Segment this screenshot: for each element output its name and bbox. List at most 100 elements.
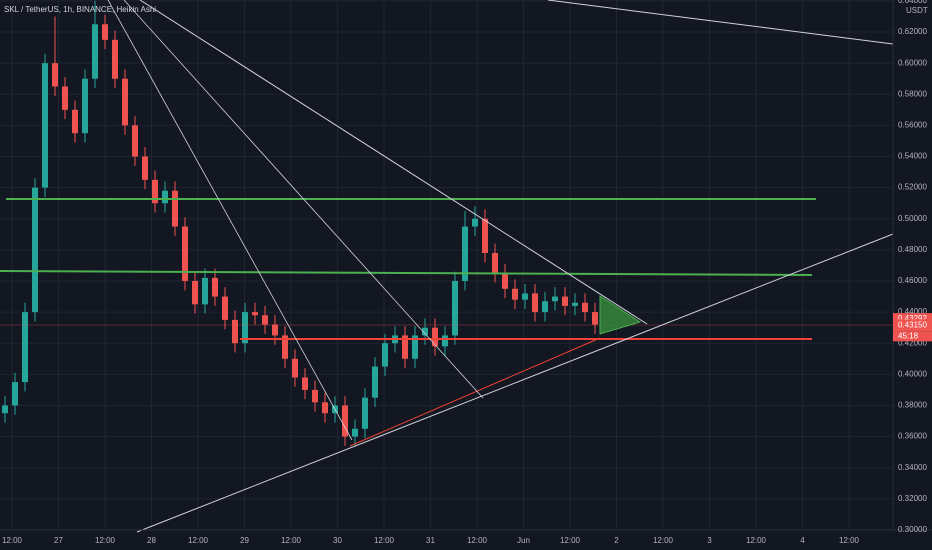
x-tick-label: 4 — [800, 536, 805, 545]
candle-body — [182, 226, 188, 281]
candle-body — [312, 389, 318, 403]
trend-line — [136, 233, 894, 533]
trend-line — [123, 0, 484, 399]
candle-body — [272, 324, 278, 336]
x-tick-label: Jun — [517, 536, 530, 545]
triangle — [599, 295, 642, 335]
candle-body — [112, 39, 118, 79]
y-tick-label: 0.50000 — [898, 214, 927, 223]
candle-body — [132, 125, 138, 157]
candle-body — [162, 190, 168, 204]
price-axis — [893, 0, 932, 550]
y-tick-label: 0.34000 — [898, 463, 927, 472]
y-tick-label: 0.36000 — [898, 432, 927, 441]
candle-body — [22, 312, 28, 383]
candle-body — [212, 277, 218, 297]
x-tick-label: 12:00 — [839, 536, 860, 545]
candle-body — [192, 280, 198, 305]
x-tick-label: 29 — [240, 536, 249, 545]
candle-body — [302, 377, 308, 390]
x-tick-label: 12:00 — [188, 536, 209, 545]
candle-body — [52, 63, 58, 87]
candle-body — [72, 109, 78, 134]
candle-body — [372, 366, 378, 398]
candle-body — [552, 296, 558, 302]
candle-body — [282, 335, 288, 359]
candle-body — [222, 296, 228, 320]
x-tick-label: 30 — [333, 536, 342, 545]
y-tick-label: 0.64000 — [898, 0, 927, 5]
candle-body — [252, 312, 258, 316]
candle-body — [42, 63, 48, 188]
candle-body — [2, 405, 8, 414]
currency: USDT — [906, 6, 928, 15]
trend-line — [139, 0, 648, 325]
x-tick-label: 27 — [54, 536, 63, 545]
y-tick-label: 0.32000 — [898, 494, 927, 503]
x-tick-label: 2 — [614, 536, 619, 545]
x-tick-label: 12:00 — [653, 536, 674, 545]
candle-body — [32, 187, 38, 313]
candle-body — [292, 358, 298, 378]
price-label-box — [893, 319, 932, 332]
x-tick-label: 12:00 — [467, 536, 488, 545]
candle-body — [522, 293, 528, 300]
y-tick-label: 0.40000 — [898, 369, 927, 378]
candle-body — [462, 226, 468, 281]
y-tick-label: 0.60000 — [898, 58, 927, 67]
candle-body — [562, 296, 568, 306]
x-tick-label: 12:00 — [2, 536, 23, 545]
y-tick-label: 0.42000 — [898, 338, 927, 347]
candle-body — [142, 156, 148, 180]
y-tick-label: 0.44000 — [898, 307, 927, 316]
y-tick-label: 0.38000 — [898, 401, 927, 410]
y-tick-label: 0.54000 — [898, 152, 927, 161]
candle-body — [12, 382, 18, 406]
candle-body — [512, 288, 518, 300]
candle-body — [262, 315, 268, 325]
candle-body — [242, 312, 248, 344]
candle-body — [452, 280, 458, 336]
y-tick-label: 0.30000 — [898, 525, 927, 534]
price-label: 0.43150 — [898, 320, 927, 329]
x-tick-label: 12:00 — [560, 536, 581, 545]
y-tick-label: 0.62000 — [898, 27, 927, 36]
y-tick-label: 0.46000 — [898, 276, 927, 285]
x-tick-label: 3 — [707, 536, 712, 545]
x-tick-label: 12:00 — [281, 536, 302, 545]
candle-body — [122, 78, 128, 126]
candle-body — [572, 302, 578, 306]
x-tick-label: 12:00 — [95, 536, 116, 545]
candle-body — [432, 327, 438, 347]
candle-body — [352, 428, 358, 437]
y-tick-label: 0.56000 — [898, 121, 927, 130]
candle-body — [592, 312, 598, 325]
candle-body — [382, 343, 388, 367]
candle-body — [482, 218, 488, 253]
price-label: 0.43292 — [898, 314, 927, 323]
countdown-box — [893, 331, 932, 342]
x-tick-label: 31 — [426, 536, 435, 545]
candle-body — [102, 24, 108, 40]
trend-line — [107, 0, 353, 441]
chart-title: SKL / TetherUS, 1h, BINANCE, Heikin Ashi — [4, 5, 156, 14]
candle-body — [232, 319, 238, 344]
trend-line — [547, 0, 894, 45]
candle-body — [202, 277, 208, 305]
candle-body — [322, 402, 328, 414]
x-tick-label: 12:00 — [374, 536, 395, 545]
candle-body — [472, 218, 478, 227]
x-tick-label: 12:00 — [746, 536, 767, 545]
countdown: 45:18 — [898, 331, 919, 340]
drawings — [0, 0, 894, 533]
candle-body — [152, 179, 158, 204]
candle-body — [82, 78, 88, 134]
candle-body — [92, 24, 98, 79]
candle-body — [542, 301, 548, 313]
candle-body — [582, 302, 588, 313]
candle-body — [442, 335, 448, 347]
candle-body — [362, 397, 368, 429]
trend-line — [349, 337, 601, 447]
